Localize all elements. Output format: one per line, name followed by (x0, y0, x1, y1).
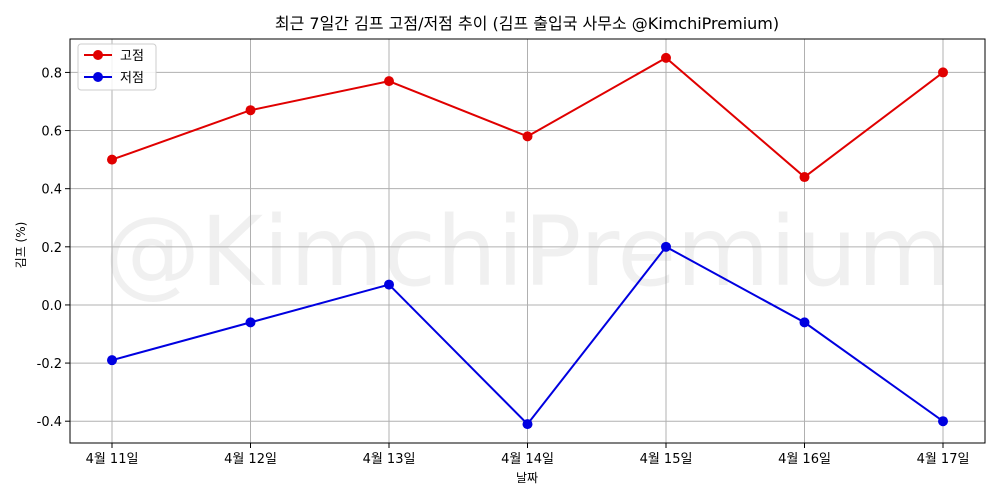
x-tick-label: 4월 12일 (224, 452, 277, 467)
data-point (107, 154, 117, 165)
x-tick-label: 4월 17일 (917, 452, 970, 467)
x-tick-label: 4월 13일 (363, 452, 416, 467)
legend-swatch-marker (93, 50, 103, 60)
y-axis-label: 김프 (%) (14, 222, 28, 269)
y-tick-label: 0.0 (41, 299, 62, 314)
x-tick-label: 4월 11일 (86, 452, 139, 467)
data-point (661, 241, 671, 252)
y-tick-label: 0.4 (41, 183, 62, 198)
data-point (107, 355, 117, 366)
data-point (384, 76, 394, 87)
x-tick-label: 4월 16일 (778, 452, 831, 467)
legend-label: 고점 (120, 49, 144, 64)
chart-title: 최근 7일간 김프 고점/저점 추이 (김프 출입국 사무소 @KimchiPr… (275, 14, 779, 33)
data-point (938, 67, 948, 78)
x-axis-label: 날짜 (516, 471, 538, 485)
data-point (522, 419, 533, 430)
legend-box (77, 43, 157, 91)
y-tick-label: -0.4 (37, 415, 62, 430)
x-tick-label: 4월 15일 (640, 452, 693, 467)
plot-frame (69, 38, 986, 444)
data-point (799, 317, 810, 328)
data-point (245, 317, 256, 328)
x-tick-label: 4월 14일 (501, 452, 554, 467)
y-tick-label: 0.6 (41, 125, 62, 140)
y-tick-label: 0.2 (41, 241, 62, 256)
y-tick-label: 0.8 (41, 66, 62, 81)
data-point (522, 131, 533, 142)
y-tick-label: -0.2 (37, 357, 62, 372)
data-point (384, 279, 394, 290)
data-point (245, 105, 256, 116)
data-point (799, 172, 810, 183)
data-point (938, 416, 948, 427)
legend-swatch-marker (93, 72, 103, 82)
legend-label: 저점 (120, 71, 144, 86)
data-point (661, 52, 671, 63)
